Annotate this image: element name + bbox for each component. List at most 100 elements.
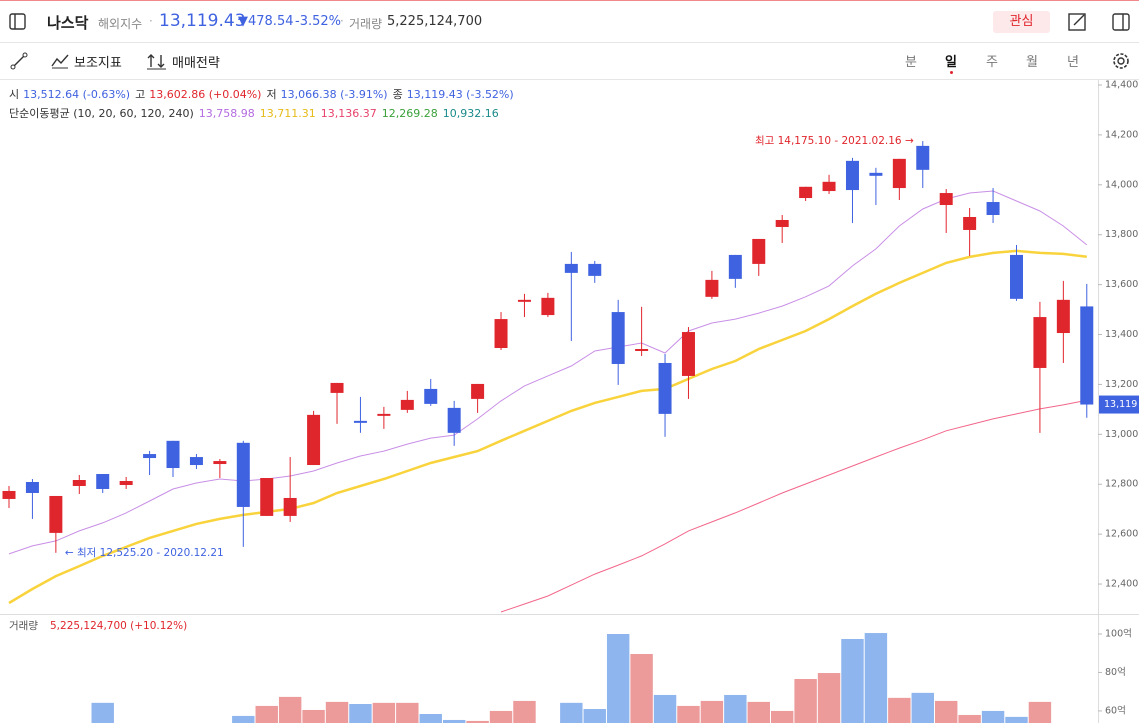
y-tick-label: 14,000 [1105, 179, 1138, 190]
candle-body [564, 263, 578, 273]
chart: 최고 14,175.10 - 2021.02.16 → ← 최저 12,525.2… [0, 80, 1139, 723]
ma-value: 12,269.28 [381, 107, 438, 120]
y-tick-label: 13,400 [1105, 329, 1138, 340]
period-button[interactable]: 년 [1067, 55, 1079, 70]
candle-body [869, 172, 883, 176]
y-tick-label: 14,400 [1105, 80, 1138, 90]
volume-bar [606, 634, 630, 723]
candle-body [494, 319, 508, 348]
volume-bar [278, 696, 302, 723]
candle-body [471, 383, 485, 399]
watch-button[interactable]: 관심 [993, 11, 1050, 33]
volume-bar [841, 639, 864, 723]
candle-body [119, 480, 133, 485]
volume-title: 거래량 [9, 620, 38, 632]
volume-pane [91, 633, 1052, 723]
edit-icon[interactable] [1067, 12, 1087, 32]
y-tick-label: 13,600 [1105, 279, 1138, 290]
index-category: 해외지수 [98, 17, 143, 31]
volume-bar [958, 714, 981, 723]
indicator-button[interactable]: 보조지표 [74, 56, 122, 71]
panel-icon[interactable] [1111, 12, 1131, 32]
candle-body [307, 414, 321, 466]
candle-body [799, 186, 813, 199]
ohlc-row: 시 13,512.64 (-0.63%) 고 13,602.86 (+0.04%) 저 1… [9, 85, 519, 104]
ma-line [8, 249, 1087, 605]
candle-body [96, 474, 110, 489]
volume-bar [325, 701, 349, 723]
low-annotation: ← 최저 12,525.20 - 2020.12.21 [65, 547, 224, 559]
volume-bar [302, 709, 325, 723]
strategy-button[interactable]: 매매전략 [172, 56, 220, 71]
y-tick-label: 13,200 [1105, 379, 1138, 390]
strategy-icon[interactable] [146, 52, 168, 70]
settings-icon[interactable] [1111, 51, 1131, 71]
candle-body [822, 181, 836, 192]
candle-body [705, 279, 719, 297]
volume-bar [489, 710, 513, 723]
y-tick-label: 12,800 [1105, 479, 1138, 490]
candle-body [1080, 306, 1094, 405]
ohlc-label: 종 [392, 88, 403, 101]
candle-body [1056, 299, 1070, 334]
candle-body [143, 454, 157, 459]
candle-body [963, 216, 977, 230]
candle-body [752, 238, 766, 264]
period-button[interactable]: 월 [1026, 55, 1038, 70]
draw-icon[interactable] [10, 52, 28, 70]
volume-bar [372, 702, 396, 723]
high-annotation: 최고 14,175.10 - 2021.02.16 → [755, 135, 914, 147]
candle-body [213, 461, 227, 465]
candle-body [541, 297, 555, 316]
ma-row: 단순이동평균 (10, 20, 60, 120, 240) 13,758.98 13… [9, 104, 519, 123]
candle-body [635, 348, 649, 351]
toolbar: 보조지표 매매전략 분 일 주 월 년 [0, 43, 1139, 80]
candle-body [447, 407, 461, 433]
period-button[interactable]: 분 [905, 55, 917, 70]
candle-body [728, 254, 742, 279]
candle-body [1009, 254, 1023, 299]
volume-bar [864, 633, 888, 723]
candle-body [283, 497, 297, 516]
candle-body [681, 332, 695, 376]
ohlc-value: 13,602.86 (+0.04%) [149, 88, 262, 101]
candle-body [400, 399, 414, 410]
volume-bar [466, 720, 489, 723]
ohlc-label: 저 [266, 88, 277, 101]
indicator-icon[interactable] [50, 52, 70, 70]
volume-bar [1028, 701, 1052, 723]
volume-bar [677, 705, 700, 723]
volume-bar [794, 679, 817, 723]
volume-label: 거래량 [349, 17, 383, 31]
candle-body [72, 480, 86, 486]
volume-bar [560, 702, 583, 723]
volume-tick-label: 100억 [1105, 628, 1132, 640]
volume-info: 5,225,124,700 (+10.12%) [50, 620, 187, 632]
candle-body [986, 202, 1000, 215]
volume-bar [583, 709, 606, 723]
volume-bar [513, 700, 536, 723]
current-price-label: 13,119 [1104, 399, 1137, 410]
ohlc-value: 13,066.38 (-3.91%) [280, 88, 388, 101]
selected-dot [950, 71, 953, 74]
candle-body [49, 495, 63, 533]
candle-body [517, 299, 531, 302]
y-tick-label: 12,600 [1105, 529, 1138, 540]
volume-bar [232, 715, 255, 723]
volume-bar [349, 704, 372, 723]
ma-line [8, 190, 1088, 555]
ma-value: 13,758.98 [198, 107, 255, 120]
volume-bar [911, 692, 934, 723]
volume-tick-label: 80억 [1105, 666, 1126, 678]
volume-bar [724, 694, 747, 723]
period-button[interactable]: 일 [945, 55, 957, 70]
period-button[interactable]: 주 [986, 55, 998, 70]
candle-body [658, 362, 672, 414]
sidebar-icon[interactable] [9, 13, 26, 30]
price-pane: 최고 14,175.10 - 2021.02.16 → ← 최저 12,525.2… [2, 135, 1094, 613]
ma-title: 단순이동평균 (10, 20, 60, 120, 240) [9, 107, 194, 120]
change: ▼478.54 [238, 14, 294, 29]
separator: · [340, 14, 344, 28]
axes: 12,400 12,600 12,800 13,000 13,200 13,400 13,6… [1098, 80, 1139, 716]
